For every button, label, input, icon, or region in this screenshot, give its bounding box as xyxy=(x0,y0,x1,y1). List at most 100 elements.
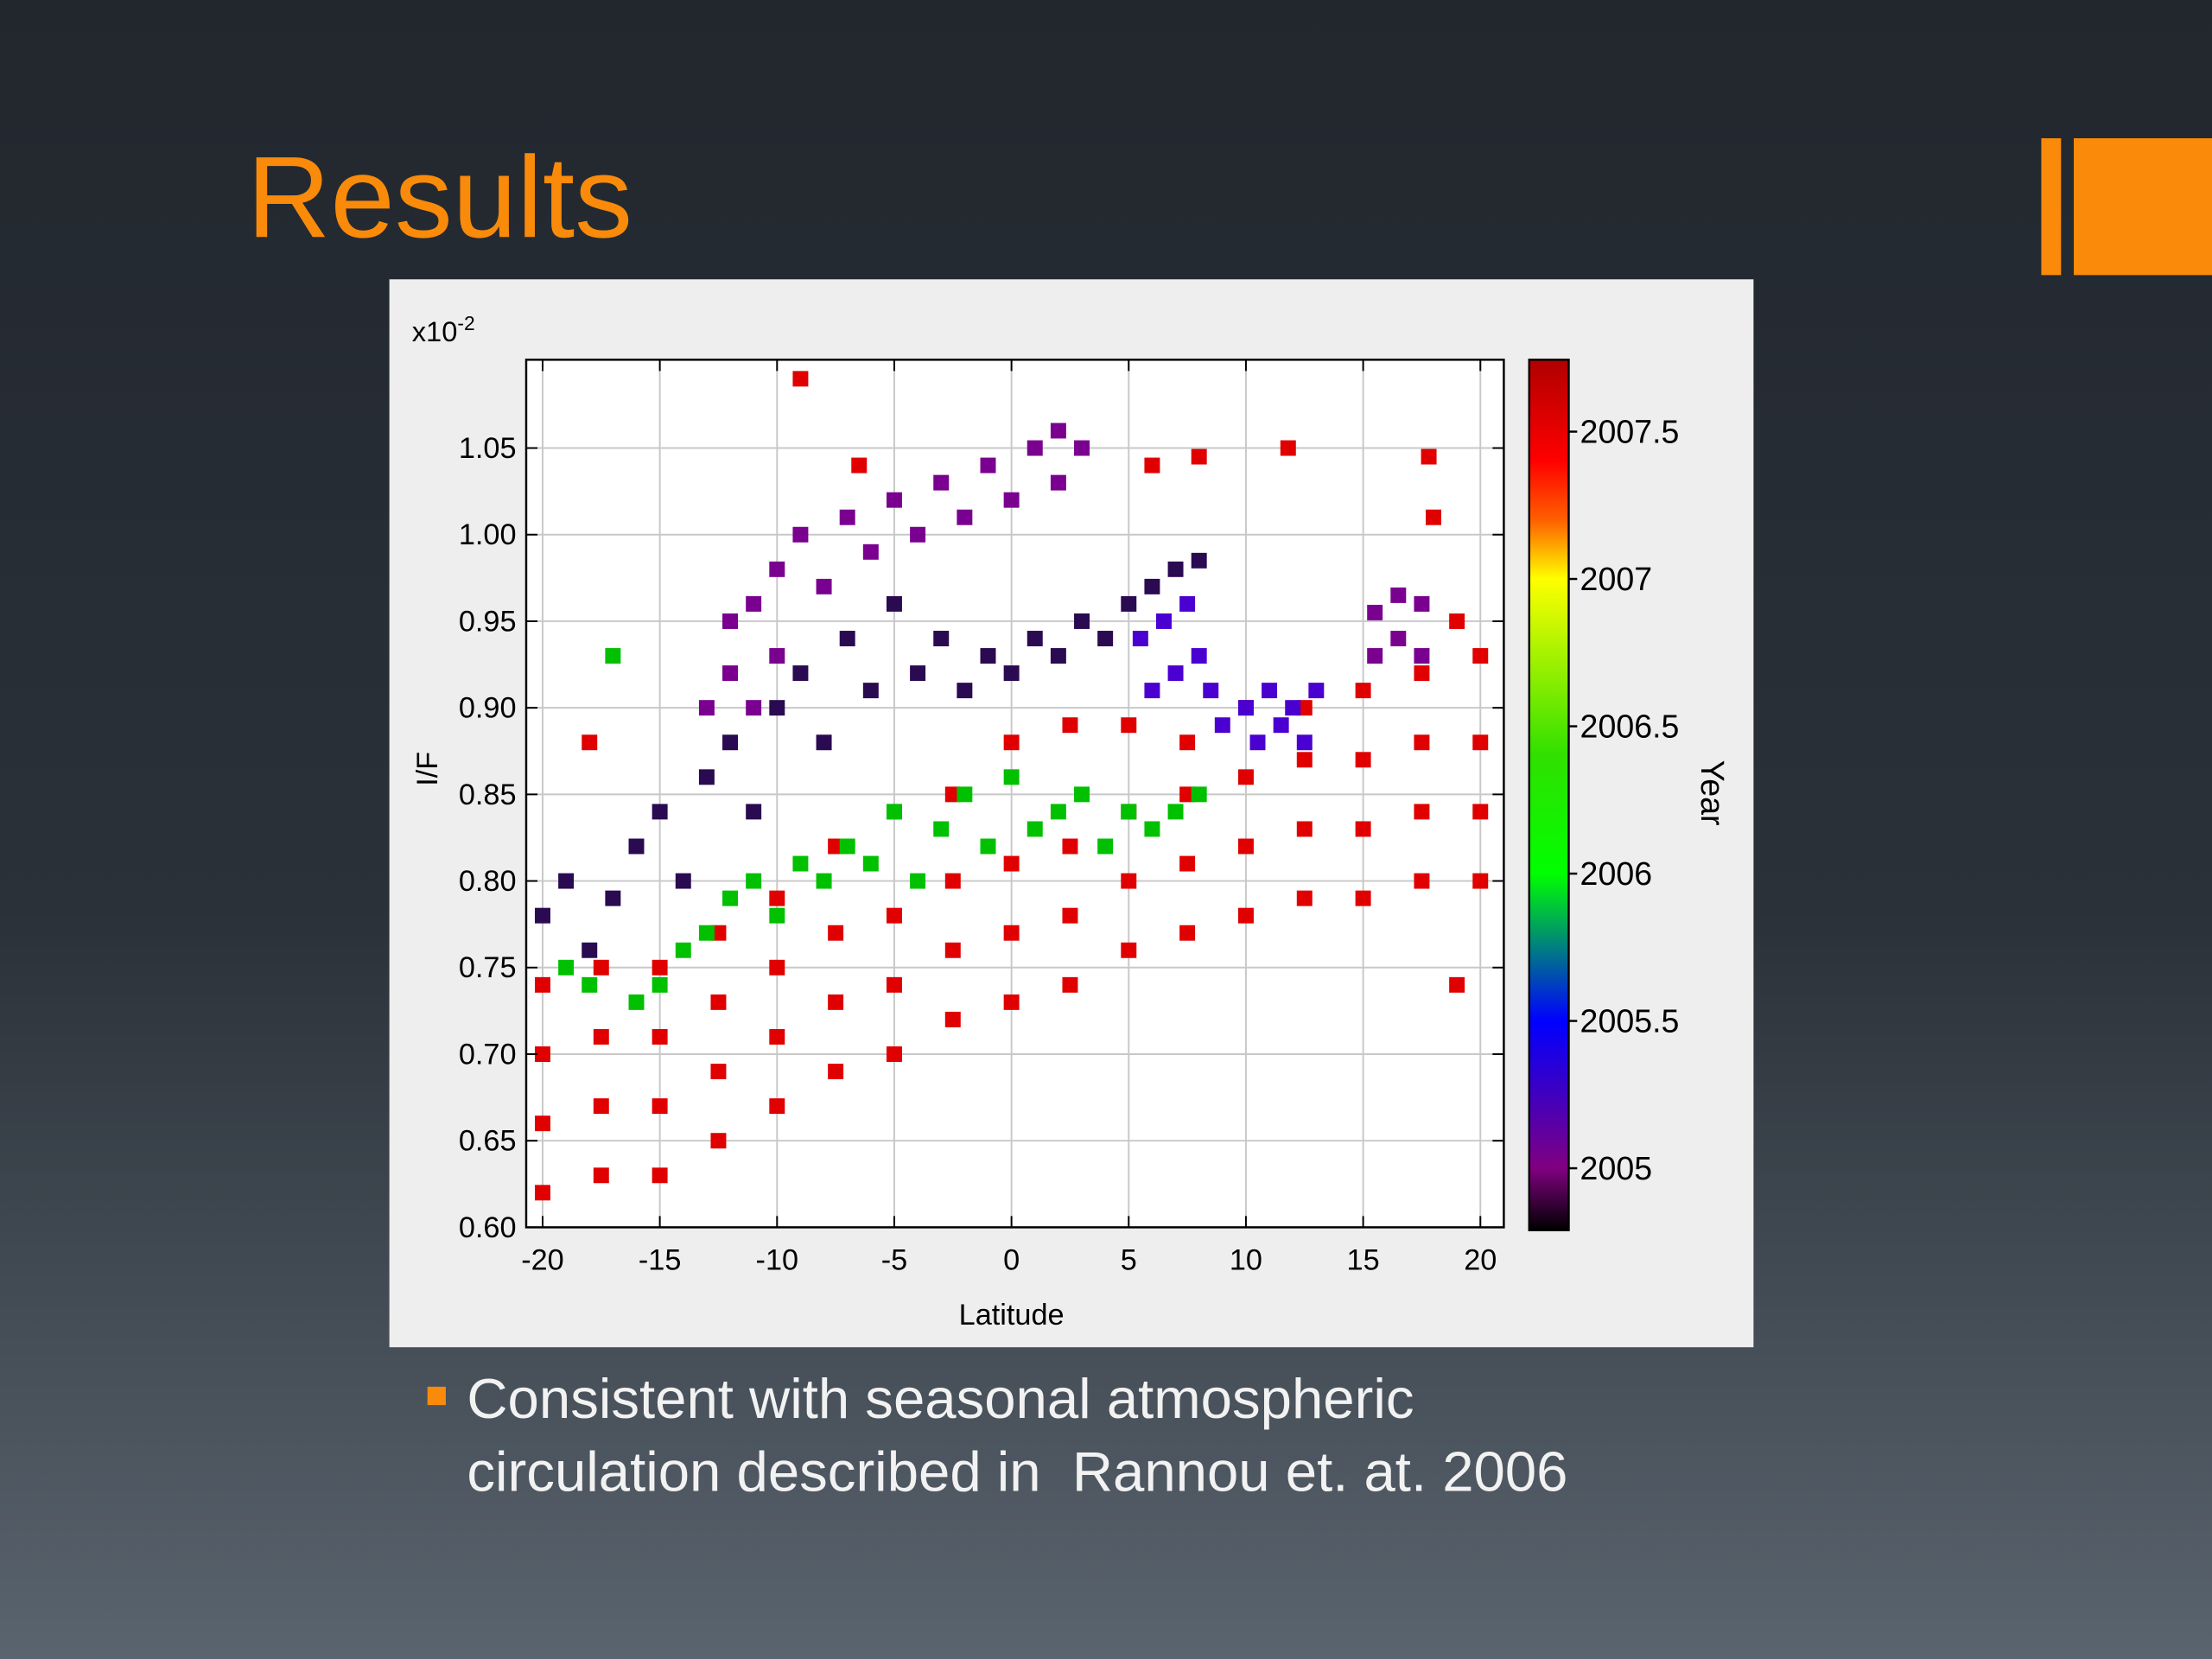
point xyxy=(886,907,902,924)
point xyxy=(1237,700,1254,716)
point xyxy=(1472,734,1489,751)
point xyxy=(1237,907,1254,924)
point xyxy=(1390,631,1407,646)
point xyxy=(593,1098,609,1115)
point xyxy=(1074,613,1090,629)
x-tick-label: 0 xyxy=(1003,1243,1020,1276)
x-tick-label: -15 xyxy=(639,1243,682,1276)
point xyxy=(534,976,550,993)
x-axis-label: Latitude xyxy=(959,1299,1065,1332)
point xyxy=(839,631,855,646)
point xyxy=(769,959,785,976)
point xyxy=(886,595,902,612)
point xyxy=(652,976,668,993)
x-tick-label: 15 xyxy=(1347,1243,1380,1276)
point xyxy=(944,786,961,803)
point xyxy=(957,683,973,699)
point xyxy=(1296,752,1313,768)
x-tick-label: -5 xyxy=(881,1243,907,1276)
point xyxy=(792,855,809,872)
point xyxy=(828,994,844,1010)
point xyxy=(1214,717,1230,734)
point xyxy=(722,890,739,906)
point xyxy=(558,873,575,889)
point xyxy=(1027,631,1043,646)
y-tick-label: 0.75 xyxy=(459,951,517,984)
point xyxy=(980,648,996,664)
point xyxy=(1074,786,1090,803)
plot-area xyxy=(525,359,1504,1228)
point xyxy=(582,734,598,751)
bullet-marker xyxy=(427,1386,446,1406)
point xyxy=(1203,683,1219,699)
point xyxy=(1308,683,1325,699)
x-tick-label: 10 xyxy=(1230,1243,1262,1276)
point xyxy=(1121,717,1137,734)
point xyxy=(933,474,950,491)
y-axis-label: I/F xyxy=(411,752,444,786)
colorbar-tick-label: 2006 xyxy=(1580,855,1653,892)
point xyxy=(769,700,785,716)
point xyxy=(839,838,855,855)
colorbar-tick-label: 2007.5 xyxy=(1580,414,1680,450)
point xyxy=(1426,509,1441,525)
point xyxy=(534,1046,550,1062)
point xyxy=(1472,804,1489,820)
bullet-line: circulation described in Rannou et. at. … xyxy=(467,1440,1567,1503)
point xyxy=(652,1028,668,1045)
slide-title: Results xyxy=(247,133,632,262)
y-tick-label: 0.80 xyxy=(459,865,517,898)
point xyxy=(839,509,855,525)
point xyxy=(652,1167,668,1184)
point xyxy=(1296,890,1313,906)
x-tick-label: -10 xyxy=(756,1243,799,1276)
colorbar xyxy=(1528,359,1570,1231)
accent-block xyxy=(2074,138,2212,276)
point xyxy=(1280,440,1296,456)
point xyxy=(1367,648,1383,664)
point xyxy=(1003,769,1020,785)
point xyxy=(1414,648,1430,664)
point xyxy=(1062,907,1078,924)
point xyxy=(1449,613,1465,629)
point xyxy=(1285,700,1301,716)
point xyxy=(816,873,832,889)
point xyxy=(862,543,879,560)
point xyxy=(1062,838,1078,855)
point xyxy=(828,838,844,855)
point xyxy=(1121,804,1137,820)
point xyxy=(1472,873,1489,889)
point xyxy=(1132,631,1148,646)
point xyxy=(710,925,727,941)
point xyxy=(1296,700,1313,716)
point xyxy=(1156,613,1172,629)
point xyxy=(1414,734,1430,751)
point xyxy=(1472,648,1489,664)
colorbar-label: Year xyxy=(1694,760,1731,826)
point xyxy=(675,942,691,958)
plot-frame xyxy=(524,359,1505,1229)
y-scale-exponent: -2 xyxy=(457,312,474,334)
point xyxy=(1179,595,1196,612)
point xyxy=(792,665,809,682)
point xyxy=(1074,440,1090,456)
point xyxy=(1367,604,1383,620)
point xyxy=(1355,683,1371,699)
point xyxy=(582,942,598,958)
point xyxy=(1191,448,1207,465)
point xyxy=(1273,717,1289,734)
point xyxy=(1179,734,1196,751)
point xyxy=(534,1185,550,1201)
point xyxy=(628,838,645,855)
point xyxy=(746,804,762,820)
point xyxy=(722,734,739,751)
point xyxy=(746,595,762,612)
point xyxy=(769,890,785,906)
point xyxy=(652,959,668,976)
point xyxy=(582,976,598,993)
point xyxy=(1249,734,1266,751)
y-tick-label: 0.65 xyxy=(459,1125,517,1158)
colorbar-tick-label: 2007 xyxy=(1580,561,1653,597)
point xyxy=(1355,752,1371,768)
point xyxy=(851,457,868,474)
